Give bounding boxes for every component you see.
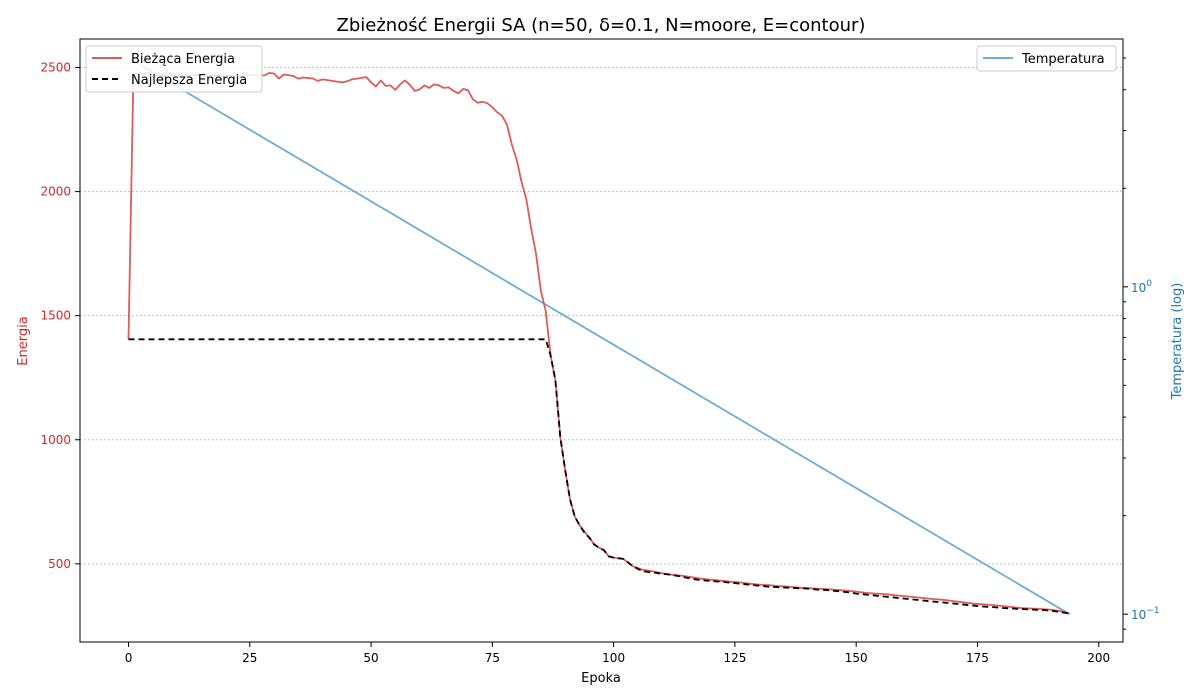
y-left-tick-label: 500 — [48, 557, 71, 571]
x-tick-label: 25 — [242, 651, 257, 665]
y-axis-right: 10−1 100 — [1123, 57, 1160, 630]
y-left-tick-label: 2000 — [40, 185, 71, 199]
y-right-tick-label: 10−1 — [1131, 606, 1160, 622]
x-tick-label: 200 — [1087, 651, 1110, 665]
x-tick-label: 175 — [966, 651, 989, 665]
x-tick-label: 50 — [363, 651, 378, 665]
legend-temperature-label: Temperatura — [1021, 52, 1105, 67]
y-left-tick-label: 1500 — [40, 309, 71, 323]
legend-right: Temperatura — [976, 45, 1117, 72]
y-left-tick-label: 2500 — [40, 61, 71, 75]
legend-best-energy-label: Najlepsza Energia — [131, 73, 247, 88]
y-right-tick-label: 100 — [1131, 279, 1152, 295]
x-tick-label: 75 — [485, 651, 500, 665]
legend-left: Bieżąca Energia Najlepsza Energia — [85, 45, 263, 93]
y-axis-left-label: Energia — [16, 316, 31, 365]
x-tick-label: 150 — [845, 651, 868, 665]
legend-right-box — [976, 45, 1117, 72]
current-energy-line — [127, 71, 1070, 615]
axes-frame — [79, 38, 1124, 643]
x-axis-label: Epoka — [581, 671, 621, 686]
y-left-tick-label: 1000 — [40, 433, 71, 447]
best-energy-line — [128, 338, 1070, 615]
chart-title: Zbieżność Energii SA (n=50, δ=0.1, N=moo… — [337, 15, 866, 36]
legend-left-box — [85, 45, 263, 93]
gridlines — [80, 67, 1123, 565]
plot-area — [127, 57, 1071, 615]
x-tick-label: 100 — [602, 651, 625, 665]
x-tick-label: 0 — [125, 651, 133, 665]
y-axis-left: 500 1000 1500 2000 2500 — [40, 61, 80, 571]
temperature-line — [128, 57, 1071, 615]
x-axis: 0 25 50 75 100 125 150 175 200 — [125, 642, 1110, 665]
legend-current-energy-label: Bieżąca Energia — [131, 52, 235, 67]
y-axis-right-label: Temperatura (log) — [1170, 283, 1185, 401]
x-tick-label: 125 — [723, 651, 746, 665]
